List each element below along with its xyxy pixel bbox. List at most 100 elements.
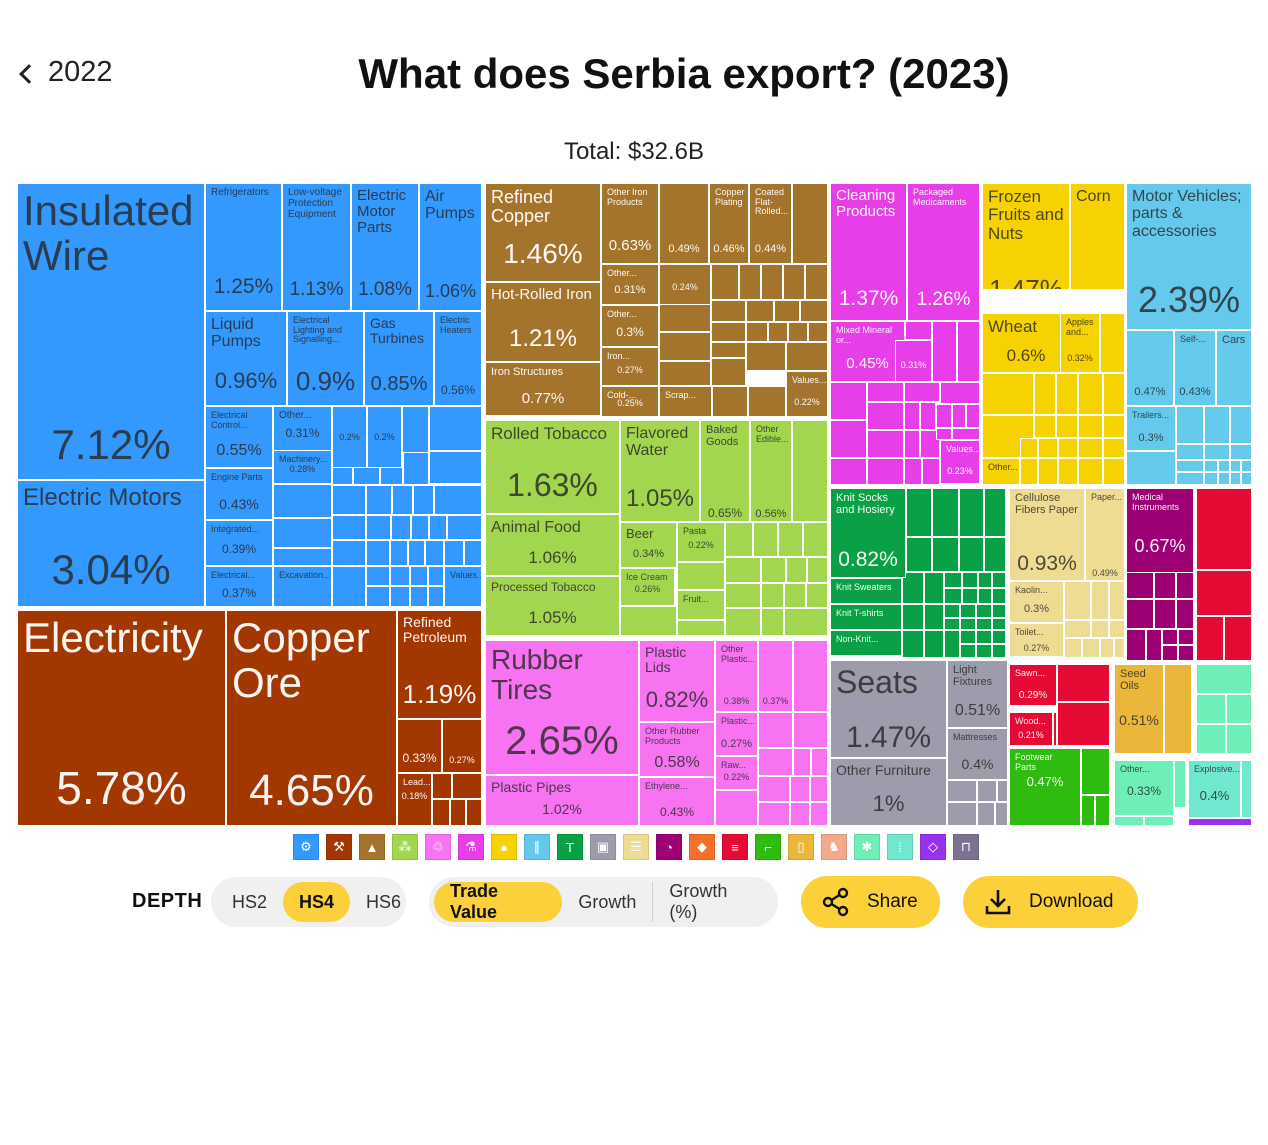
treemap-subtile[interactable] — [711, 264, 739, 300]
treemap-subtile[interactable] — [1103, 438, 1125, 458]
tile-lead[interactable]: Lead... 0.18% — [397, 773, 432, 826]
back-to-2022-link[interactable]: 2022 — [19, 56, 113, 89]
tile-share-0-2[interactable]: 0.2% — [367, 406, 402, 468]
treemap-subtile[interactable] — [1196, 488, 1252, 570]
treemap-subtile[interactable] — [332, 485, 366, 515]
tile-coated-flat-rolled[interactable]: Coated Flat-Rolled... 0.44% — [749, 183, 792, 264]
treemap-subtile[interactable] — [1178, 629, 1194, 645]
depth-hs4-option[interactable]: HS4 — [283, 882, 351, 922]
depth-hs6-option[interactable]: HS6 — [366, 891, 402, 912]
treemap-subtile[interactable] — [1230, 444, 1252, 460]
treemap-subtile[interactable] — [1020, 458, 1038, 485]
treemap-subtile[interactable] — [1178, 645, 1194, 661]
shirt-icon[interactable]: T — [557, 834, 583, 860]
treemap-subtile[interactable] — [425, 540, 444, 566]
treemap-subtile[interactable] — [1126, 629, 1146, 661]
treemap-subtile[interactable] — [992, 630, 1006, 644]
treemap-subtile[interactable] — [1230, 460, 1241, 472]
treemap-subtile[interactable] — [1103, 458, 1125, 485]
box-icon[interactable]: ▣ — [590, 834, 616, 860]
treemap-subtile[interactable] — [753, 522, 778, 557]
hide-icon[interactable]: ✱ — [854, 834, 880, 860]
treemap-subtile[interactable] — [1224, 616, 1252, 661]
treemap-subtile[interactable] — [1196, 664, 1252, 694]
treemap-subtile[interactable] — [1056, 373, 1078, 415]
treemap-subtile[interactable] — [830, 458, 867, 485]
tile-share-0-31[interactable]: 0.31% — [895, 340, 932, 382]
treemap-subtile[interactable] — [273, 484, 332, 518]
tile-flavored-water[interactable]: Flavored Water 1.05% — [620, 420, 700, 522]
growth-percent-option[interactable]: Growth (%) — [669, 881, 728, 922]
treemap-subtile[interactable] — [725, 608, 761, 636]
treemap-subtile[interactable] — [746, 322, 768, 342]
treemap-subtile[interactable] — [411, 515, 429, 540]
flask-icon[interactable]: ⚗ — [458, 834, 484, 860]
treemap-subtile[interactable] — [1230, 406, 1252, 444]
treemap-subtile[interactable] — [432, 773, 452, 799]
depth-hs2-option[interactable]: HS2 — [232, 891, 268, 912]
tile-explosive[interactable]: Explosive... 0.4% — [1188, 760, 1241, 818]
treemap-subtile[interactable] — [408, 540, 425, 566]
treemap-subtile[interactable] — [659, 332, 711, 361]
treemap-subtile[interactable] — [805, 264, 828, 300]
tile-other[interactable]: Other... 0.31% — [601, 264, 659, 305]
treemap-subtile[interactable] — [1241, 460, 1252, 472]
tile-other-rubber-products[interactable]: Other Rubber Products 0.58% — [639, 722, 715, 777]
treemap-subtile[interactable] — [1078, 373, 1103, 415]
treemap-subtile[interactable] — [976, 604, 992, 618]
treemap-subtile[interactable] — [904, 458, 922, 485]
tile-engine-parts[interactable]: Engine Parts 0.43% — [205, 468, 273, 520]
treemap-subtile[interactable] — [1226, 694, 1252, 724]
treemap-subtile[interactable] — [659, 361, 711, 386]
easel-icon[interactable]: ⊓ — [953, 834, 979, 860]
treemap-subtile[interactable] — [1103, 373, 1125, 415]
treemap-subtile[interactable] — [1034, 415, 1056, 438]
treemap-subtile[interactable] — [1058, 438, 1078, 458]
tile-electric-heaters[interactable]: Electric Heaters 0.56% — [434, 311, 482, 406]
treemap-subtile[interactable] — [761, 264, 783, 300]
treemap-subtile[interactable] — [1146, 629, 1162, 661]
treemap-subtile[interactable] — [1100, 313, 1125, 373]
treemap-subtile[interactable] — [1064, 620, 1091, 638]
tile-share-0-49[interactable]: 0.49% — [659, 183, 709, 264]
treemap-subtile[interactable] — [1038, 438, 1058, 458]
treemap-subtile[interactable] — [1196, 724, 1226, 754]
treemap-subtile[interactable] — [758, 748, 793, 776]
treemap-subtile[interactable] — [466, 799, 482, 826]
tile-wheat[interactable]: Wheat 0.6% — [982, 313, 1070, 373]
tile-paper[interactable]: Paper... 0.49% — [1085, 488, 1125, 581]
treemap-subtile[interactable] — [992, 588, 1006, 604]
treemap-subtile[interactable] — [1056, 415, 1078, 438]
wood-grain-icon[interactable]: ≡ — [722, 834, 748, 860]
treemap-subtile[interactable] — [944, 630, 960, 658]
treemap-subtile[interactable] — [867, 382, 904, 402]
treemap-subtile[interactable] — [1176, 444, 1204, 460]
tile-share-0-33[interactable]: 0.33% — [397, 719, 442, 773]
treemap-subtile[interactable] — [783, 264, 805, 300]
tile-other[interactable]: Other... — [982, 458, 1020, 485]
treemap-subtile[interactable] — [1241, 472, 1252, 485]
treemap-subtile[interactable] — [792, 183, 828, 264]
treemap-subtile[interactable] — [746, 300, 774, 322]
tile-packaged-medicaments[interactable]: Packaged Medicaments 1.26% — [907, 183, 980, 321]
treemap-subtile[interactable] — [1057, 664, 1110, 702]
tile-share-0-37[interactable]: 0.37% — [758, 640, 793, 712]
treemap-subtile[interactable] — [1162, 645, 1178, 661]
treemap-subtile[interactable] — [966, 404, 980, 428]
treemap-subtile[interactable] — [390, 540, 408, 566]
treemap-subtile[interactable] — [793, 748, 811, 776]
treemap-subtile[interactable] — [761, 557, 786, 583]
tile-refined-petroleum[interactable]: Refined Petroleum 1.19% — [397, 610, 482, 719]
tile-electrical[interactable]: Electrical... 0.37% — [205, 566, 273, 607]
treemap-subtile[interactable] — [1218, 460, 1230, 472]
tile-seats[interactable]: Seats 1.47% — [830, 660, 947, 758]
treemap-subtile[interactable] — [366, 586, 390, 607]
tile-integrated[interactable]: Integrated... 0.39% — [205, 520, 273, 566]
treemap-subtile[interactable] — [1081, 795, 1095, 826]
tile-share-0-47[interactable]: 0.47% — [1126, 330, 1174, 406]
gear-icon[interactable]: ⚙ — [293, 834, 319, 860]
treemap-subtile[interactable] — [810, 776, 828, 802]
treemap-subtile[interactable] — [924, 630, 944, 658]
treemap-subtile[interactable] — [924, 604, 944, 630]
tile-other-edible[interactable]: Other Edible... 0.56% — [750, 420, 792, 522]
